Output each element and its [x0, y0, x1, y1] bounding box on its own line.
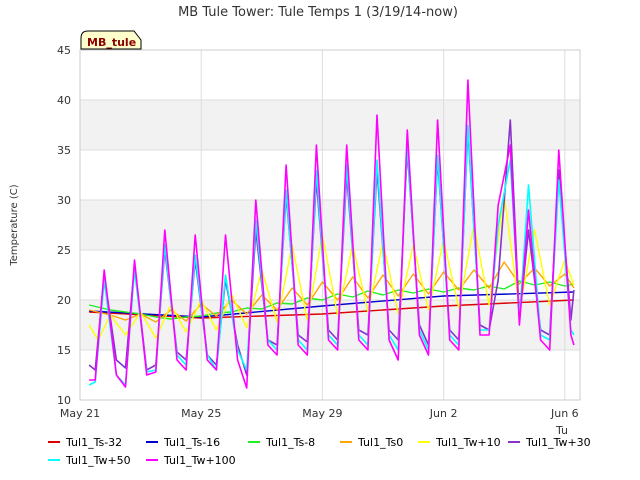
legend-item: Tul1_Tw+50 [48, 454, 131, 467]
series-lines [88, 79, 575, 389]
x-corner-label: Tu [555, 424, 568, 437]
legend-label: Tul1_Tw+50 [65, 454, 131, 467]
legend-item: Tul1_Tw+100 [146, 454, 236, 467]
x-tick-labels: May 21 May 25 May 29 Jun 2 Jun 6 [60, 407, 579, 420]
y-tick-label: 45 [57, 44, 71, 57]
legend-label: Tul1_Tw+100 [163, 454, 236, 467]
site-badge-label: MB_tule [87, 36, 136, 49]
legend-label: Tul1_Tw+10 [435, 436, 501, 449]
legend-item: Tul1_Tw+30 [508, 436, 591, 449]
plot-border [79, 49, 581, 401]
x-tick-label: Jun 2 [429, 407, 458, 420]
series-line-Tul1_Tw+50 [88, 124, 575, 386]
x-tick-label: May 25 [181, 407, 221, 420]
band [80, 200, 580, 250]
legend-label: Tul1_Ts-32 [65, 436, 122, 449]
y-tick-label: 30 [57, 194, 71, 207]
series-line-Tul1_Ts-8 [88, 280, 575, 320]
legend-item: Tul1_Tw+10 [418, 436, 501, 449]
chart-title: MB Tule Tower: Tule Temps 1 (3/19/14-now… [178, 5, 458, 20]
x-tick-label: May 29 [302, 407, 342, 420]
y-tick-label: 25 [57, 244, 71, 257]
y-tick-label: 40 [57, 94, 71, 107]
y-tick-label: 10 [57, 394, 71, 407]
background-bands [80, 100, 580, 350]
x-tick-label: Jun 6 [550, 407, 579, 420]
legend-item: Tul1_Ts-8 [248, 436, 315, 449]
legend-item: Tul1_Ts-16 [146, 436, 220, 449]
y-tick-label: 35 [57, 144, 71, 157]
legend: Tul1_Ts-32 Tul1_Ts-16 Tul1_Ts-8 Tul1_Ts0 Tul… [48, 436, 591, 467]
y-tick-labels: 10 15 20 25 30 35 40 45 [57, 44, 71, 407]
legend-item: Tul1_Ts-32 [48, 436, 122, 449]
y-tick-label: 20 [57, 294, 71, 307]
y-tick-label: 15 [57, 344, 71, 357]
legend-label: Tul1_Ts-16 [163, 436, 220, 449]
band [80, 100, 580, 150]
legend-item: Tul1_Ts0 [340, 436, 403, 449]
legend-label: Tul1_Ts-8 [265, 436, 315, 449]
site-badge: MB_tule [80, 30, 142, 50]
x-tick-label: May 21 [60, 407, 100, 420]
y-axis-label: Temperature (C) [9, 184, 20, 266]
series-line-Tul1_Tw+100 [89, 79, 575, 389]
legend-label: Tul1_Tw+30 [525, 436, 591, 449]
legend-label: Tul1_Ts0 [357, 436, 403, 449]
